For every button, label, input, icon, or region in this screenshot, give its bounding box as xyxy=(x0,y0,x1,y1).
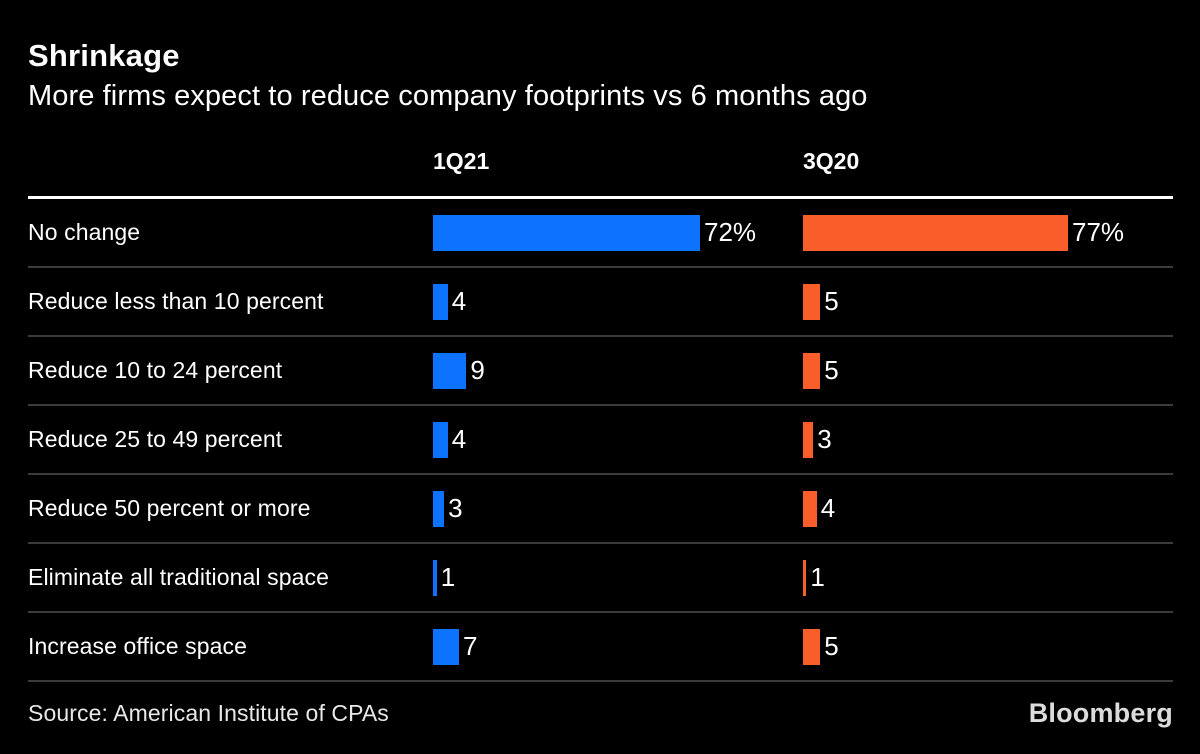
bar-1q21 xyxy=(433,283,448,320)
column-header-3q20: 3Q20 xyxy=(803,148,860,174)
chart-subtitle: More firms expect to reduce company foot… xyxy=(28,80,868,112)
chart-footer: Source: American Institute of CPAs Bloom… xyxy=(28,698,1173,729)
bar-3q20 xyxy=(803,559,807,596)
bar-cell-3q20: 5 xyxy=(803,337,1173,404)
bar-3q20 xyxy=(803,352,821,389)
bloomberg-logo: Bloomberg xyxy=(1028,698,1173,728)
bar-chart-rows: No change 72% 77% Reduce less than 10 perce… xyxy=(28,196,1173,682)
table-row: Reduce less than 10 percent 4 5 xyxy=(28,268,1173,337)
bar-value-1q21: 3 xyxy=(448,493,463,523)
bar-1q21 xyxy=(433,214,700,251)
column-header-1q21: 1Q21 xyxy=(433,148,490,174)
source-note: Source: American Institute of CPAs xyxy=(28,700,389,726)
table-row: Eliminate all traditional space 1 1 xyxy=(28,544,1173,613)
category-label: Reduce 25 to 49 percent xyxy=(28,426,283,452)
bar-1q21 xyxy=(433,628,459,665)
bar-1q21 xyxy=(433,352,467,389)
bar-value-1q21: 72% xyxy=(704,217,757,247)
bar-value-1q21: 7 xyxy=(463,631,478,661)
column-headers: 1Q21 3Q20 xyxy=(28,148,1173,174)
category-label: Reduce 50 percent or more xyxy=(28,495,311,521)
bar-value-3q20: 4 xyxy=(820,493,836,523)
bar-value-1q21: 1 xyxy=(440,562,456,592)
bar-cell-1q21: 3 xyxy=(433,475,803,542)
bar-cell-1q21: 1 xyxy=(433,544,803,611)
bar-value-3q20: 5 xyxy=(824,631,839,661)
bar-value-1q21: 4 xyxy=(451,286,467,316)
chart-title: Shrinkage xyxy=(28,38,180,73)
bar-value-1q21: 9 xyxy=(470,355,485,385)
bar-value-1q21: 4 xyxy=(451,424,467,454)
bar-value-3q20: 3 xyxy=(817,424,832,454)
bar-cell-1q21: 9 xyxy=(433,337,803,404)
bar-1q21 xyxy=(433,559,437,596)
bar-3q20 xyxy=(803,214,1068,251)
bar-cell-1q21: 4 xyxy=(433,406,803,473)
bar-1q21 xyxy=(433,490,445,527)
category-label: Increase office space xyxy=(28,633,248,659)
category-label: Reduce 10 to 24 percent xyxy=(28,357,283,383)
bar-value-3q20: 5 xyxy=(824,355,839,385)
bar-1q21 xyxy=(433,421,448,458)
bar-3q20 xyxy=(803,490,817,527)
bar-3q20 xyxy=(803,421,814,458)
bar-cell-3q20: 1 xyxy=(803,544,1173,611)
bar-cell-3q20: 3 xyxy=(803,406,1173,473)
bar-value-3q20: 1 xyxy=(810,562,825,592)
bar-cell-3q20: 5 xyxy=(803,268,1173,335)
bar-3q20 xyxy=(803,283,821,320)
category-label: Reduce less than 10 percent xyxy=(28,288,324,314)
bar-value-3q20: 5 xyxy=(824,286,839,316)
bar-cell-3q20: 5 xyxy=(803,613,1173,680)
table-row: Reduce 10 to 24 percent 9 5 xyxy=(28,337,1173,406)
bar-cell-1q21: 7 xyxy=(433,613,803,680)
category-label: Eliminate all traditional space xyxy=(28,564,329,590)
bar-cell-3q20: 4 xyxy=(803,475,1173,542)
bar-cell-3q20: 77% xyxy=(803,199,1173,266)
bar-cell-1q21: 72% xyxy=(433,199,803,266)
table-row: Increase office space 7 5 xyxy=(28,613,1173,682)
table-row: Reduce 50 percent or more 3 4 xyxy=(28,475,1173,544)
bar-3q20 xyxy=(803,628,821,665)
bar-value-3q20: 77% xyxy=(1072,217,1125,247)
category-label: No change xyxy=(28,219,141,245)
bar-cell-1q21: 4 xyxy=(433,268,803,335)
table-row: Reduce 25 to 49 percent 4 3 xyxy=(28,406,1173,475)
table-row: No change 72% 77% xyxy=(28,199,1173,268)
